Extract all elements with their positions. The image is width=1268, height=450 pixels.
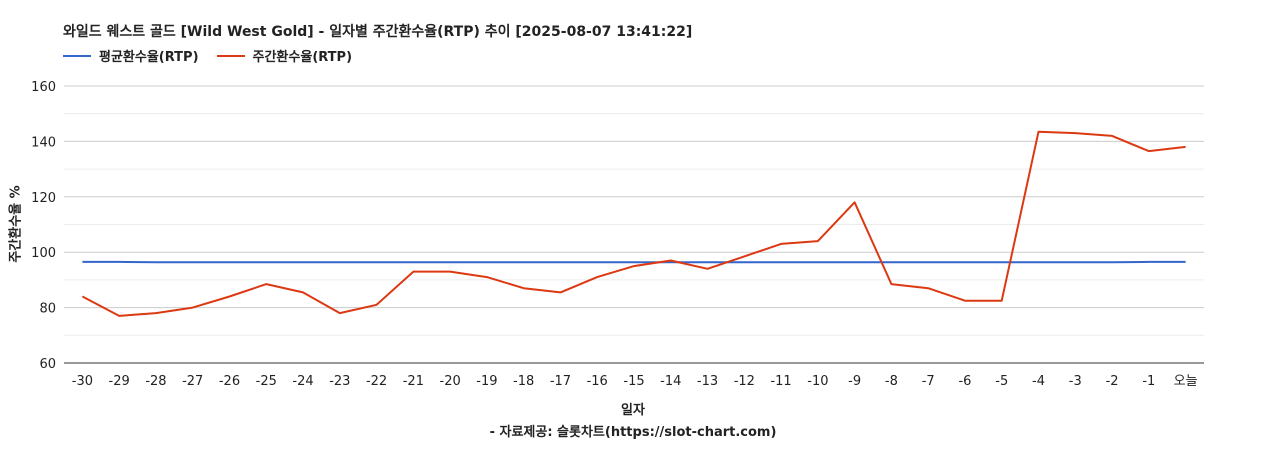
- x-tick-label: -4: [1032, 374, 1045, 389]
- x-tick-label: -18: [513, 374, 534, 389]
- y-axis-label: 주간환수율 %: [8, 185, 24, 263]
- x-tick-label: -10: [807, 374, 828, 389]
- x-tick-label: -26: [219, 374, 240, 389]
- x-tick-label: -25: [256, 374, 277, 389]
- x-tick-label: -3: [1069, 374, 1082, 389]
- chart-legend: 평균환수율(RTP) 주간환수율(RTP): [63, 46, 352, 65]
- series-line-1: [81, 130, 1186, 317]
- x-tick-label: 오늘: [1174, 374, 1198, 389]
- x-tick-label: -21: [403, 374, 424, 389]
- x-tick-label: -12: [734, 374, 755, 389]
- legend-item-average-rtp: 평균환수율(RTP): [63, 46, 199, 65]
- chart-title: 와일드 웨스트 골드 [Wild West Gold] - 일자별 주간환수율(…: [63, 24, 693, 40]
- x-tick-label: -13: [697, 374, 718, 389]
- x-axis-label: 일자: [621, 403, 645, 418]
- source-credit: - 자료제공: 슬롯차트(https://slot-chart.com): [489, 425, 777, 440]
- x-tick-label: -6: [958, 374, 971, 389]
- x-tick-label: -17: [550, 374, 571, 389]
- legend-label-weekly-rtp: 주간환수율(RTP): [252, 50, 353, 65]
- x-tick-label: -24: [292, 374, 313, 389]
- legend-item-weekly-rtp: 주간환수율(RTP): [216, 46, 353, 65]
- x-tick-label: -19: [476, 374, 497, 389]
- x-tick-label: -29: [109, 374, 130, 389]
- x-tick-label: -1: [1142, 374, 1155, 389]
- legend-swatch-weekly-rtp: [216, 54, 245, 57]
- x-tick-label: -28: [145, 374, 166, 389]
- y-tick-label: 120: [31, 191, 56, 206]
- x-tick-label: -8: [885, 374, 898, 389]
- x-tick-label: -22: [366, 374, 387, 389]
- y-tick-label: 100: [31, 246, 56, 261]
- legend-swatch-average-rtp: [63, 54, 91, 57]
- y-tick-label: 160: [31, 80, 56, 95]
- x-tick-label: -15: [623, 374, 644, 389]
- x-tick-label: -20: [440, 374, 461, 389]
- x-tick-label: -16: [587, 374, 608, 389]
- x-tick-label: -9: [848, 374, 861, 389]
- x-tick-label: -27: [182, 374, 203, 389]
- x-tick-label: -2: [1106, 374, 1119, 389]
- x-tick-label: -7: [922, 374, 935, 389]
- y-tick-label: 80: [39, 302, 56, 317]
- legend-label-average-rtp: 평균환수율(RTP): [99, 50, 199, 65]
- x-tick-label: -14: [660, 374, 681, 389]
- x-tick-label: -11: [770, 374, 791, 389]
- x-tick-label: -23: [329, 374, 350, 389]
- y-tick-label: 60: [39, 357, 56, 372]
- y-tick-label: 140: [31, 135, 56, 150]
- x-tick-label: -30: [72, 374, 93, 389]
- x-tick-label: -5: [995, 374, 1008, 389]
